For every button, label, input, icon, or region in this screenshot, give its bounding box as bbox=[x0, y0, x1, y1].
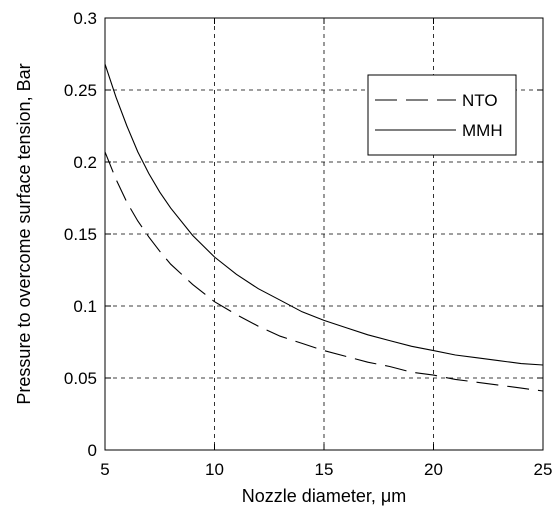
x-tick-label: 20 bbox=[424, 460, 443, 479]
y-tick-label: 0.1 bbox=[73, 297, 97, 316]
legend-label-nto: NTO bbox=[462, 91, 498, 110]
legend-box bbox=[367, 74, 517, 156]
x-tick-label: 15 bbox=[315, 460, 334, 479]
y-tick-label: 0.25 bbox=[64, 81, 97, 100]
x-tick-label: 5 bbox=[100, 460, 109, 479]
y-tick-label: 0.15 bbox=[64, 225, 97, 244]
legend: NTO MMH bbox=[367, 74, 517, 156]
legend-label-mmh: MMH bbox=[462, 121, 503, 140]
series-line-nto bbox=[104, 151, 544, 392]
x-tick-labels: 5 10 15 20 25 bbox=[100, 460, 552, 479]
y-tick-labels: 0 0.05 0.1 0.15 0.2 0.25 0.3 bbox=[64, 9, 97, 460]
series-line-mmh bbox=[104, 63, 544, 366]
x-axis-label: Nozzle diameter, μm bbox=[242, 486, 406, 506]
y-tick-label: 0.05 bbox=[64, 369, 97, 388]
series-lines bbox=[104, 63, 544, 392]
y-axis-label: Pressure to overcome surface tension, Ba… bbox=[14, 63, 34, 404]
y-tick-label: 0 bbox=[88, 441, 97, 460]
x-tick-label: 10 bbox=[205, 460, 224, 479]
axis-ticks bbox=[104, 17, 544, 451]
y-tick-label: 0.2 bbox=[73, 153, 97, 172]
x-tick-label: 25 bbox=[534, 460, 553, 479]
y-tick-label: 0.3 bbox=[73, 9, 97, 28]
